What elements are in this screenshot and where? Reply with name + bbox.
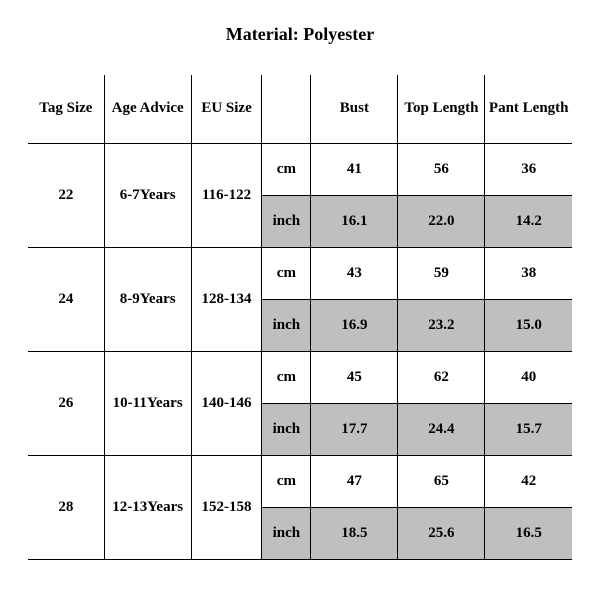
cell-unit-cm: cm [262,351,311,403]
cell-tag-size: 24 [28,247,104,351]
cell-unit-inch: inch [262,195,311,247]
col-pant-length: Pant Length [485,75,572,143]
cell-age-advice: 12-13Years [104,455,191,559]
size-table: Tag Size Age Advice EU Size Bust Top Len… [28,75,572,560]
cell-top-inch: 25.6 [398,507,485,559]
col-top-length: Top Length [398,75,485,143]
cell-top-cm: 59 [398,247,485,299]
cell-bust-inch: 18.5 [311,507,398,559]
table-row: 26 10-11Years 140-146 cm 45 62 40 [28,351,572,403]
cell-bust-inch: 16.1 [311,195,398,247]
col-unit [262,75,311,143]
cell-unit-cm: cm [262,455,311,507]
cell-pant-cm: 42 [485,455,572,507]
cell-tag-size: 28 [28,455,104,559]
cell-eu-size: 116-122 [191,143,262,247]
cell-pant-inch: 15.0 [485,299,572,351]
cell-unit-inch: inch [262,403,311,455]
cell-eu-size: 152-158 [191,455,262,559]
cell-bust-cm: 45 [311,351,398,403]
cell-pant-inch: 15.7 [485,403,572,455]
cell-pant-cm: 38 [485,247,572,299]
cell-pant-cm: 36 [485,143,572,195]
cell-tag-size: 26 [28,351,104,455]
size-chart-container: Material: Polyester Tag Size Age Advice … [0,0,600,600]
cell-unit-inch: inch [262,299,311,351]
cell-unit-cm: cm [262,143,311,195]
cell-top-inch: 22.0 [398,195,485,247]
col-eu-size: EU Size [191,75,262,143]
cell-pant-inch: 14.2 [485,195,572,247]
cell-bust-cm: 43 [311,247,398,299]
cell-top-cm: 62 [398,351,485,403]
cell-eu-size: 140-146 [191,351,262,455]
col-tag-size: Tag Size [28,75,104,143]
table-header-row: Tag Size Age Advice EU Size Bust Top Len… [28,75,572,143]
col-age-advice: Age Advice [104,75,191,143]
table-row: 24 8-9Years 128-134 cm 43 59 38 [28,247,572,299]
table-body: 22 6-7Years 116-122 cm 41 56 36 inch 16.… [28,143,572,559]
cell-eu-size: 128-134 [191,247,262,351]
table-row: 22 6-7Years 116-122 cm 41 56 36 [28,143,572,195]
cell-bust-cm: 47 [311,455,398,507]
cell-pant-cm: 40 [485,351,572,403]
cell-unit-cm: cm [262,247,311,299]
cell-unit-inch: inch [262,507,311,559]
cell-bust-inch: 16.9 [311,299,398,351]
cell-bust-cm: 41 [311,143,398,195]
cell-top-cm: 56 [398,143,485,195]
cell-bust-inch: 17.7 [311,403,398,455]
col-bust: Bust [311,75,398,143]
cell-top-inch: 24.4 [398,403,485,455]
cell-top-cm: 65 [398,455,485,507]
cell-age-advice: 8-9Years [104,247,191,351]
cell-top-inch: 23.2 [398,299,485,351]
cell-pant-inch: 16.5 [485,507,572,559]
cell-age-advice: 10-11Years [104,351,191,455]
cell-age-advice: 6-7Years [104,143,191,247]
table-row: 28 12-13Years 152-158 cm 47 65 42 [28,455,572,507]
page-title: Material: Polyester [28,24,572,45]
cell-tag-size: 22 [28,143,104,247]
